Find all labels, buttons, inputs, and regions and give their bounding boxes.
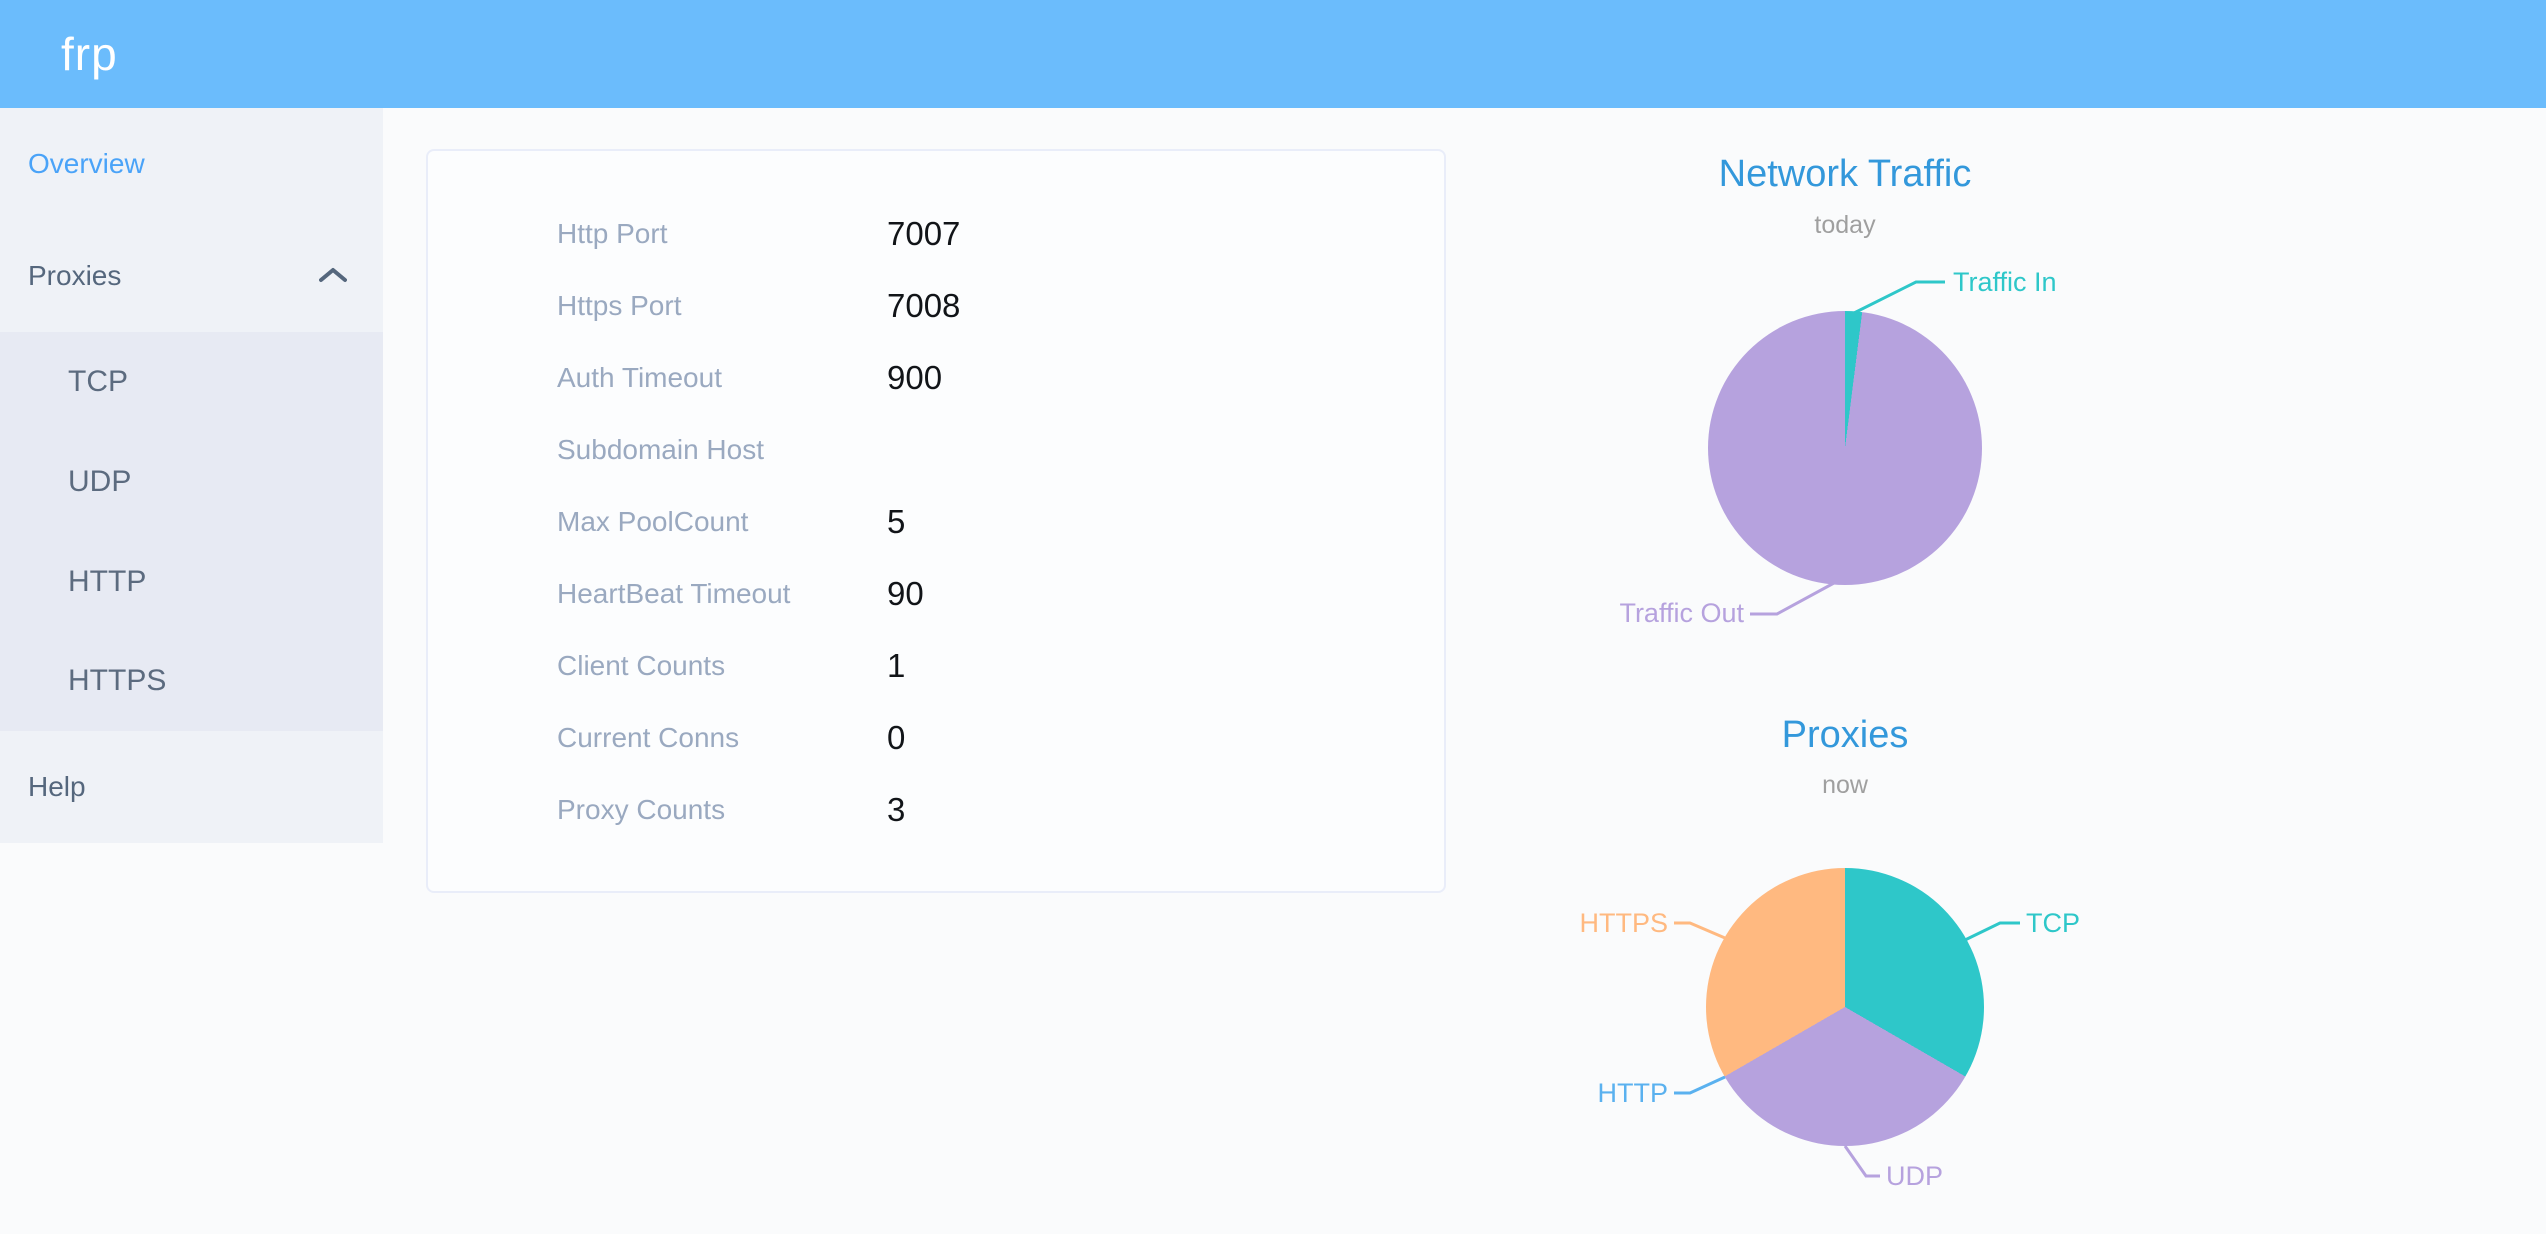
row-label: HeartBeat Timeout (557, 578, 791, 609)
row-value: 7007 (887, 215, 961, 252)
app-logo: frp (61, 28, 118, 80)
proxies-chart-title: Proxies (1781, 714, 1909, 756)
proxies-submenu: TCP UDP HTTP HTTPS (0, 332, 383, 731)
proxies-chart-subtitle: now (1822, 771, 1868, 799)
server-info-row: Max PoolCount 5 (428, 486, 1444, 558)
server-info-row: Current Conns 0 (428, 702, 1444, 774)
sidebar-item-tcp[interactable]: TCP (68, 365, 128, 398)
server-info-row: Auth Timeout 900 (428, 342, 1444, 414)
leader-line-tcp (1964, 921, 2020, 942)
row-label: Client Counts (557, 650, 726, 681)
network-traffic-chart-subtitle: today (1814, 211, 1876, 239)
pie-label-https: HTTPS (1579, 908, 1668, 938)
row-value: 7008 (887, 287, 961, 324)
row-label: Proxy Counts (557, 794, 726, 825)
sidebar-item-proxies[interactable]: Proxies (28, 260, 122, 291)
proxies-pie[interactable] (1706, 868, 1984, 1146)
pie-label-tcp: TCP (2026, 908, 2080, 938)
row-value: 0 (887, 719, 906, 756)
row-value: 3 (887, 791, 906, 828)
network-traffic-chart-title: Network Traffic (1718, 153, 1972, 195)
row-value: 1 (887, 647, 906, 684)
app-header: frp (0, 0, 2546, 108)
sidebar-item-http[interactable]: HTTP (68, 565, 147, 598)
leader-line-traffic-out (1750, 581, 1835, 616)
sidebar-item-udp[interactable]: UDP (68, 465, 132, 498)
server-info-card: Http Port 7007 Https Port 7008 Auth Time… (426, 149, 1446, 893)
row-value: 90 (887, 575, 924, 612)
chevron-up-icon[interactable] (319, 267, 347, 283)
row-value: 900 (887, 359, 943, 396)
row-value: 5 (887, 503, 906, 540)
pie-label-traffic-out: Traffic Out (1619, 598, 1744, 628)
row-label: Https Port (557, 290, 682, 321)
row-label: Auth Timeout (557, 362, 722, 393)
sidebar-item-https[interactable]: HTTPS (68, 664, 167, 697)
row-label: Subdomain Host (557, 434, 765, 465)
server-info-row: Proxy Counts 3 (428, 774, 1444, 846)
server-info-row: Subdomain Host (428, 414, 1444, 486)
sidebar-item-help[interactable]: Help (28, 771, 86, 802)
row-label: Http Port (557, 218, 668, 249)
server-info-row: Http Port 7007 (428, 198, 1444, 270)
server-info-row: Https Port 7008 (428, 270, 1444, 342)
leader-line-traffic-in (1853, 280, 1945, 315)
pie-label-traffic-in: Traffic In (1953, 267, 2057, 297)
row-label: Max PoolCount (557, 506, 749, 537)
leader-line-http (1674, 1075, 1726, 1095)
row-label: Current Conns (557, 722, 740, 753)
server-info-row: HeartBeat Timeout 90 (428, 558, 1444, 630)
leader-line-https (1674, 921, 1726, 940)
leader-line-udp (1843, 1145, 1880, 1178)
sidebar-item-overview[interactable]: Overview (28, 148, 145, 179)
pie-label-http: HTTP (1597, 1078, 1669, 1108)
pie-label-udp: UDP (1886, 1161, 1944, 1191)
network-traffic-pie[interactable] (1708, 311, 1982, 585)
sidebar-nav: Overview Proxies TCP UDP HTTP HTTPS Help (0, 108, 383, 843)
server-info-row: Client Counts 1 (428, 630, 1444, 702)
